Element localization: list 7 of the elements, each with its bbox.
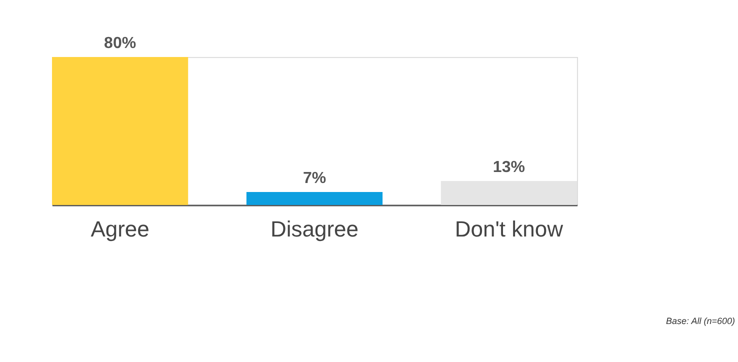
data-label: 13% [492, 158, 525, 176]
x-tick-label: Disagree [270, 216, 359, 242]
text: Base: All (n=600) [666, 316, 735, 326]
data-label: 7% [302, 170, 326, 188]
data-label: 80% [104, 35, 136, 52]
x-tick-label: Don't know [454, 216, 564, 242]
x-tick-label: Agree [90, 216, 150, 242]
